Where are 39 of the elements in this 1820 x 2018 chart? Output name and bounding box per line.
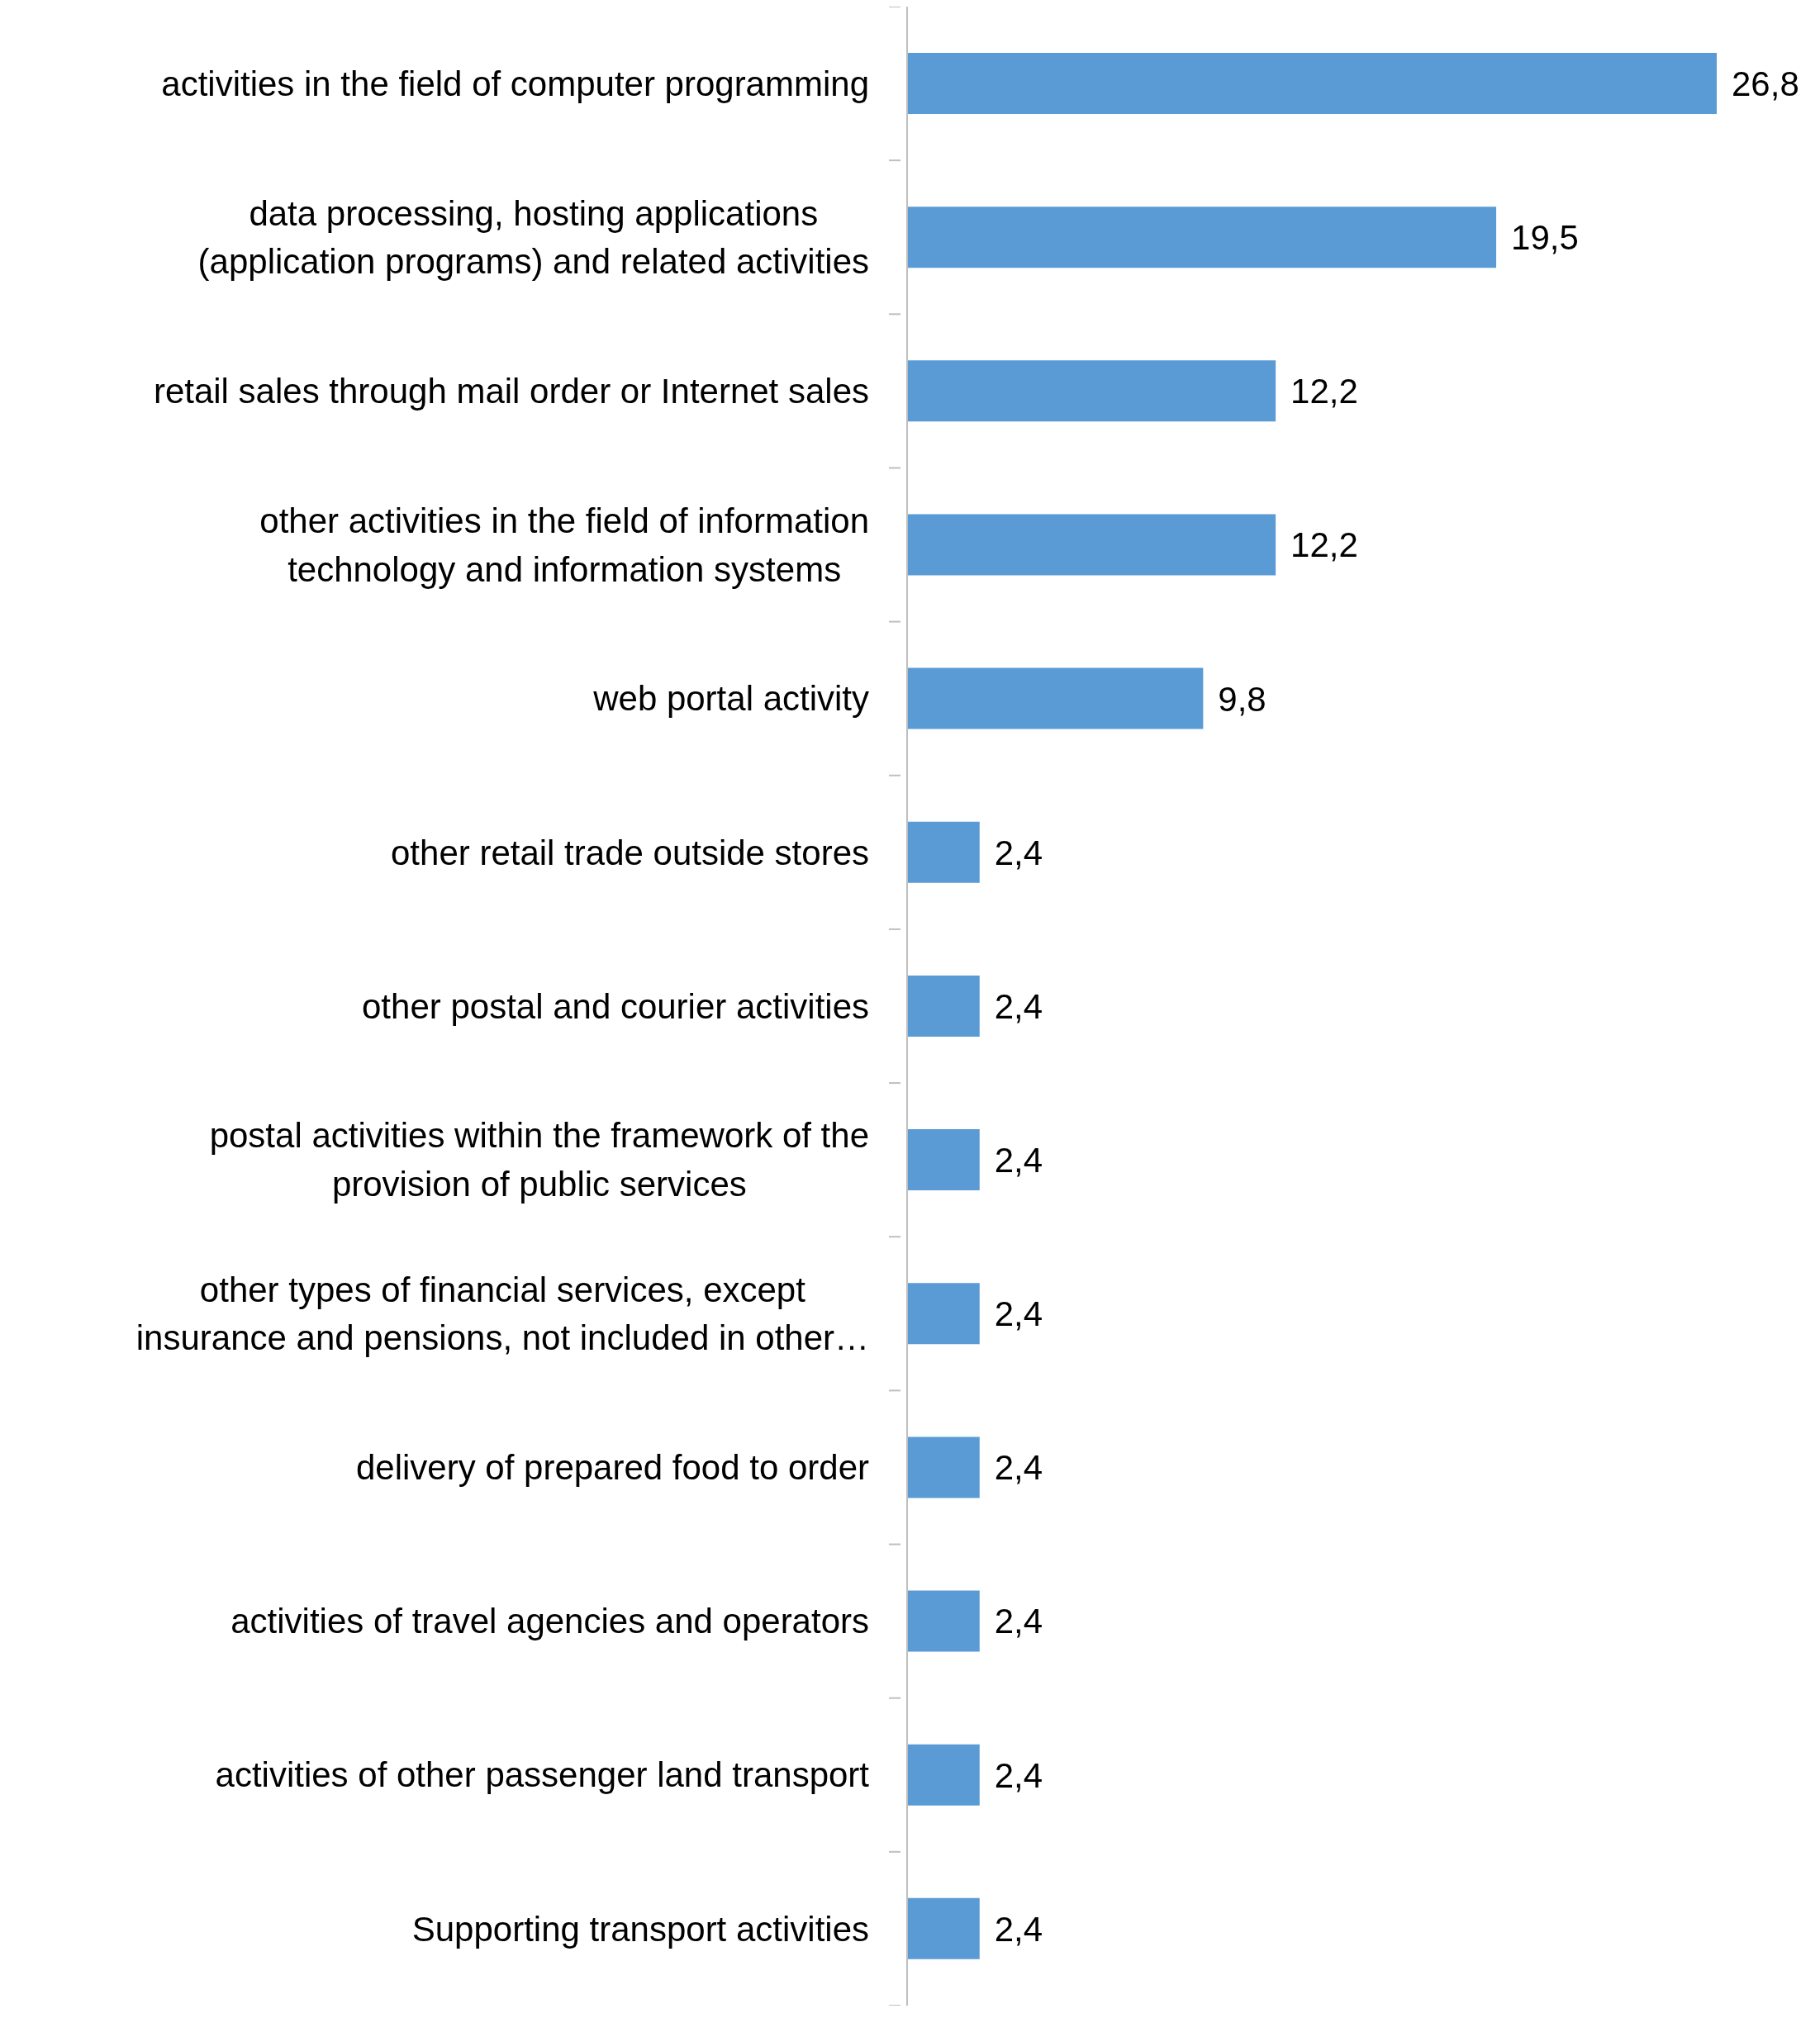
y-tick-label: activities of travel agencies and operators <box>230 1602 870 1641</box>
bar <box>907 1590 980 1652</box>
bar <box>907 53 1717 114</box>
data-label: 2,4 <box>994 1448 1043 1488</box>
y-tick-label: other postal and courier activities <box>362 986 869 1026</box>
data-label: 2,4 <box>994 833 1043 872</box>
data-label: 2,4 <box>994 1140 1043 1180</box>
y-tick-label: data processing, hosting applications (application programs) and related activities <box>197 193 869 282</box>
data-label: 2,4 <box>994 1909 1043 1949</box>
y-tick-label: other activities in the field of information technology and information systems <box>259 501 870 589</box>
data-label: 9,8 <box>1218 679 1266 719</box>
data-label: 2,4 <box>994 986 1043 1026</box>
data-label: 2,4 <box>994 1602 1043 1641</box>
bar <box>907 360 1276 422</box>
bar <box>907 1129 980 1191</box>
bar <box>907 1897 980 1959</box>
y-tick-label: delivery of prepared food to order <box>355 1448 870 1488</box>
data-label: 2,4 <box>994 1755 1043 1795</box>
bar <box>907 975 980 1037</box>
data-label: 12,2 <box>1290 372 1358 411</box>
y-tick-label: other retail trade outside stores <box>391 833 869 872</box>
y-tick-label: web portal activity <box>592 679 869 719</box>
bar <box>907 1283 980 1345</box>
bar <box>907 821 980 883</box>
y-tick-label: activities of other passenger land transport <box>215 1755 870 1795</box>
bar <box>907 1744 980 1806</box>
y-tick-label: Supporting transport activities <box>411 1909 869 1949</box>
bar <box>907 514 1276 576</box>
bar <box>907 667 1204 729</box>
y-tick-label: activities in the field of computer programming <box>161 64 869 103</box>
data-label: 2,4 <box>994 1294 1043 1334</box>
y-tick-label: other types of financial services, except insurance and pensions, not included in other… <box>135 1270 869 1358</box>
y-tick-label: retail sales through mail order or Internet sales <box>153 372 869 411</box>
data-label: 12,2 <box>1290 525 1358 565</box>
bar <box>907 207 1497 268</box>
y-tick-label: postal activities within the framework of the provision of public services <box>209 1116 870 1204</box>
data-label: 26,8 <box>1732 64 1799 103</box>
bar <box>907 1436 980 1498</box>
data-label: 19,5 <box>1511 218 1579 258</box>
